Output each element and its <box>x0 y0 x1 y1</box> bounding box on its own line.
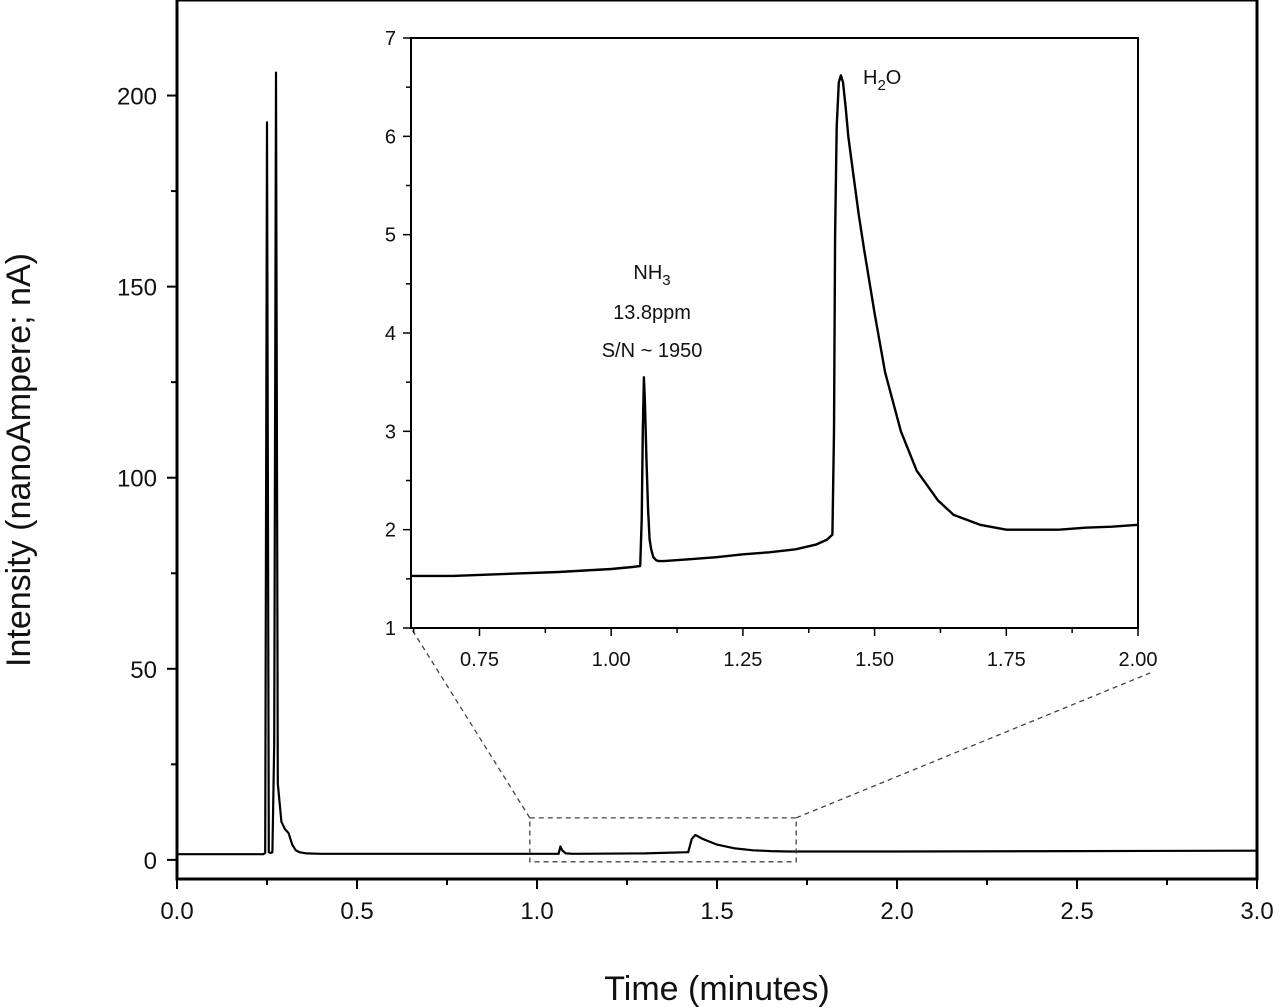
inset-plot-frame <box>410 37 1139 629</box>
inset-y-tick-label: 3 <box>385 421 396 443</box>
inset-series-line <box>411 74 1139 578</box>
h2o-label-subscript: 2 <box>877 77 885 94</box>
inset-y-tick-label: 6 <box>385 126 396 148</box>
main-x-tick-label: 3.0 <box>1240 898 1273 925</box>
main-series-line <box>177 71 1258 856</box>
inset-y-axis: 1 2 3 4 5 6 7 <box>385 28 411 640</box>
nh3-concentration-label: 13.8ppm <box>613 302 691 324</box>
main-x-axis-title: Time (minutes) <box>604 970 829 1008</box>
inset-x-tick-label: 1.00 <box>592 649 631 671</box>
main-x-tick-label: 0.5 <box>340 898 373 925</box>
inset-y-tick-label: 7 <box>385 28 396 50</box>
inset-y-tick-label: 4 <box>385 323 396 345</box>
main-y-axis: 0 50 100 150 200 <box>117 84 177 875</box>
h2o-label-o: O <box>886 67 902 89</box>
nh3-label-subscript: 3 <box>662 272 670 289</box>
inset-x-tick-label: 0.75 <box>460 649 499 671</box>
inset-series-group <box>411 74 1139 578</box>
main-y-tick-label: 200 <box>117 84 157 111</box>
main-x-axis: 0.0 0.5 1.0 1.5 2.0 2.5 3.0 <box>160 879 1274 925</box>
zoom-connector-left <box>410 627 531 819</box>
inset-x-tick-label: 1.75 <box>987 649 1026 671</box>
inset-y-tick-label: 1 <box>385 618 396 640</box>
inset-x-tick-label: 1.25 <box>723 649 762 671</box>
zoom-connector-right <box>795 672 1151 819</box>
main-x-tick-label: 2.0 <box>880 898 913 925</box>
main-series-group <box>177 71 1258 856</box>
inset-y-tick-label: 2 <box>385 520 396 542</box>
nh3-label-text: NH <box>633 262 662 284</box>
main-y-tick-label: 100 <box>117 466 157 493</box>
h2o-label: H2O <box>863 67 901 94</box>
zoom-box <box>529 817 797 863</box>
main-x-tick-label: 2.5 <box>1060 898 1093 925</box>
main-y-axis-title: Intensity (nanoAmpere; nA) <box>0 253 38 667</box>
main-y-tick-label: 0 <box>144 848 157 875</box>
inset-x-tick-label: 1.50 <box>855 649 894 671</box>
h2o-label-h: H <box>863 67 877 89</box>
zoom-indicator <box>410 627 1151 863</box>
main-y-tick-label: 150 <box>117 275 157 302</box>
inset-x-tick-label: 2.00 <box>1119 649 1158 671</box>
main-x-tick-label: 1.0 <box>520 898 553 925</box>
main-x-tick-label: 0.0 <box>160 898 193 925</box>
inset-x-axis: 0.75 1.00 1.25 1.50 1.75 2.00 <box>412 628 1158 671</box>
nh3-signal-noise-label: S/N ~ 1950 <box>602 340 703 362</box>
nh3-label: NH3 <box>633 262 670 289</box>
main-y-tick-label: 50 <box>130 657 157 684</box>
inset-y-tick-label: 5 <box>385 225 396 247</box>
main-x-tick-label: 1.5 <box>700 898 733 925</box>
